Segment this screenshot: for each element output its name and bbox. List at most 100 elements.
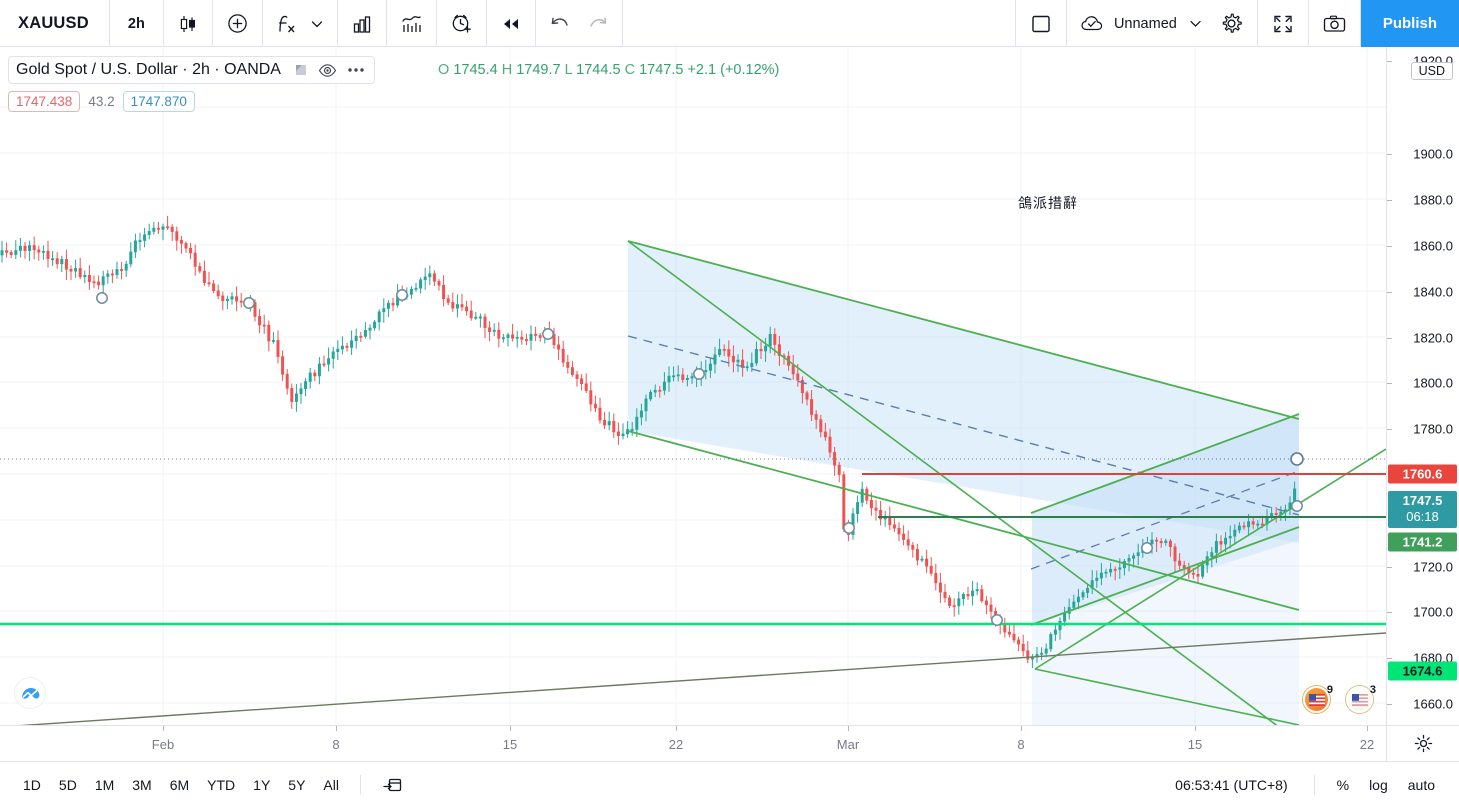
divider [1313,774,1315,795]
compare-button[interactable] [387,0,437,47]
price-tick-label: 1900.0 [1413,146,1453,162]
log-scale-button[interactable]: log [1369,776,1388,793]
ascending-fan-line [1034,448,1386,670]
resistance-price-badge[interactable]: 1760.6 [1388,464,1457,484]
candlestick-chart-type-icon [177,13,199,35]
time-tick-mark [1021,726,1022,731]
country-flag-icon [294,63,308,77]
interval-label: 2h [127,15,145,32]
replay-button[interactable] [487,0,536,47]
pivot-marker[interactable] [243,297,255,309]
undo-icon [549,14,571,34]
range-button-5y[interactable]: 5Y [288,776,306,793]
range-button-3m[interactable]: 3M [132,776,152,793]
price-tick-label: 1720.0 [1413,559,1453,575]
range-button-1y[interactable]: 1Y [253,776,271,793]
time-axis-settings-button[interactable] [1386,725,1459,761]
symbol-search-button[interactable]: XAUUSD [0,0,110,47]
last-close-price-badge[interactable]: 1741.2 [1388,532,1457,552]
economic-event-badge-us-1[interactable]: 9 [1303,684,1333,713]
alert-clock-icon [450,12,473,35]
indicator-legend-row[interactable]: 1747.438 43.2 1747.870 [8,91,375,112]
pivot-marker[interactable] [1291,500,1303,512]
economic-event-badge-us-2[interactable]: 3 [1346,684,1376,713]
range-button-all[interactable]: All [323,776,339,793]
time-axis[interactable]: Feb 8 15 22 Mar 8 15 22 [0,725,1386,761]
tradingview-logo-icon[interactable] [14,677,46,709]
indicators-button[interactable] [263,0,304,47]
camera-icon [1322,13,1347,35]
chart-canvas[interactable] [0,47,1386,725]
auto-scale-button[interactable]: auto [1407,776,1435,793]
save-layout-button[interactable]: Unnamed [1067,0,1206,47]
price-tick-mark [1387,658,1392,659]
fullscreen-button[interactable] [1258,0,1309,47]
pivot-marker[interactable] [1141,542,1153,554]
time-tick-label: Feb [151,737,175,752]
interval-button[interactable]: 2h [110,0,164,47]
long-term-uptrend-line [19,632,1386,725]
add-indicator-button[interactable] [213,0,263,47]
time-tick-mark [510,726,511,731]
symbol-label: XAUUSD [18,14,89,32]
time-tick-mark [1195,726,1196,731]
price-tick-mark [1387,200,1392,201]
percent-scale-button[interactable]: % [1336,776,1350,793]
price-tick-label: 1860.0 [1413,238,1453,254]
event-count-label: 9 [1326,684,1333,696]
undo-button[interactable] [536,0,579,47]
pivot-marker[interactable] [843,522,855,534]
range-button-5d[interactable]: 5D [58,776,77,793]
chart-annotation-text[interactable]: 鴿派措辭 [1018,196,1078,212]
ascending-channel-fill [1032,413,1299,625]
date-range-group[interactable]: 1D 5D 1M 3M 6M YTD 1Y 5Y All [0,772,348,798]
eye-visibility-icon[interactable] [318,63,337,78]
indicators-dropdown-button[interactable] [304,0,338,47]
select-layout-button[interactable] [1016,0,1067,47]
chart-legend: Gold Spot / U.S. Dollar · 2h · OANDA [8,56,375,112]
range-button-1m[interactable]: 1M [94,776,115,793]
indicator-mid-value: 43.2 [88,94,115,109]
chart-settings-button[interactable] [1206,0,1258,47]
pivot-marker[interactable] [693,368,705,380]
layout-square-icon [1029,12,1053,36]
publish-label: Publish [1382,15,1437,32]
top-toolbar: XAUUSD 2h [0,0,1459,47]
pivot-marker[interactable] [542,328,554,340]
time-tick-label: 22 [668,737,684,752]
range-button-1d[interactable]: 1D [23,776,41,793]
go-to-date-button[interactable] [373,770,412,800]
support-price-badge[interactable]: 1674.6 [1388,661,1457,681]
pivot-marker[interactable] [991,614,1003,626]
alert-button[interactable] [437,0,487,47]
redo-button[interactable] [579,0,623,47]
current-price-badge[interactable]: 1747.5 06:18 [1388,491,1457,528]
time-tick-label: 15 [502,737,518,752]
chart-type-button[interactable] [164,0,213,47]
time-tick-label: Mar [836,737,860,752]
range-button-6m[interactable]: 6M [169,776,190,793]
chevron-down-icon [1183,17,1202,30]
pivot-marker[interactable] [396,289,408,301]
ohlc-open-label: O [438,62,450,78]
indicator-low-value: 1747.438 [8,91,81,112]
divider [359,774,361,795]
price-tick-label: 1840.0 [1413,284,1453,300]
ohlc-change: +2.1 [687,62,717,78]
toolbar-spacer [623,0,1016,46]
ohlc-high-value: 1749.7 [516,62,561,78]
price-tick-mark [1387,704,1392,705]
chart-pane[interactable]: 9 3 [0,47,1386,725]
price-axis[interactable]: 1920.0 1900.0 1880.0 1860.0 1840.0 1820.0 1800… [1386,47,1459,758]
layout-name-label: Unnamed [1113,15,1177,32]
publish-button[interactable]: Publish [1360,0,1459,47]
legend-symbol-row[interactable]: Gold Spot / U.S. Dollar · 2h · OANDA [8,56,375,84]
range-button-ytd[interactable]: YTD [207,776,236,793]
snapshot-button[interactable] [1309,0,1361,47]
ohlc-close-label: C [624,62,636,78]
pivot-marker[interactable] [96,292,108,304]
price-tick-label: 1660.0 [1413,696,1453,712]
price-tick-label: 1880.0 [1413,192,1453,208]
more-options-icon[interactable] [347,67,365,73]
financials-button[interactable] [338,0,387,47]
